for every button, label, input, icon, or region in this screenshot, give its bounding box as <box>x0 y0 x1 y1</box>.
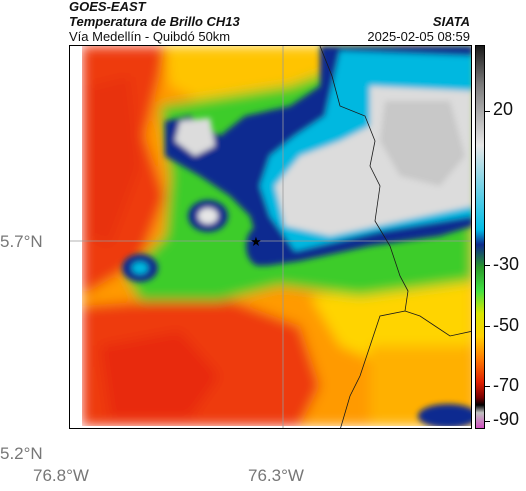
cell-north <box>258 109 302 133</box>
colorbar-tick-label: -90 <box>493 409 520 429</box>
boundary-line-east <box>404 310 471 337</box>
red-core-west <box>90 76 140 246</box>
colorbar-tickmark <box>485 326 490 327</box>
colorbar-tickmark <box>485 421 490 422</box>
satellite-map: ★ <box>69 45 472 429</box>
colorbar-tick-label: -70 <box>493 375 520 395</box>
colorbar-tick-label: -50 <box>493 315 520 335</box>
colorbar <box>475 45 485 429</box>
colorbar-tickmark <box>485 111 490 112</box>
cell-center-outer <box>246 226 274 266</box>
lon-label-right: 76.3°W <box>248 466 304 485</box>
left-strip <box>70 46 82 428</box>
brand-label: SIATA <box>432 14 470 29</box>
colorbar-tickmark <box>485 386 490 387</box>
cell-west-inner <box>198 208 218 224</box>
cell-southeast <box>418 404 471 428</box>
lat-label-top: 5.7°N <box>0 232 43 251</box>
bottom-strip <box>70 426 471 428</box>
star-icon: ★ <box>250 235 262 250</box>
lat-label-bottom: 5.2°N <box>0 444 43 463</box>
red-core-south <box>100 331 220 418</box>
map-canvas: ★ <box>70 46 471 428</box>
datetime-label: 2025-02-05 08:59 <box>367 29 470 44</box>
boundary-line-main <box>319 46 409 428</box>
lon-label-left: 76.8°W <box>33 466 89 485</box>
region-label: Vía Medellín - Quibdó 50km <box>69 29 231 44</box>
colorbar-tick-label: 20 <box>493 99 514 119</box>
satellite-label: GOES-EAST <box>69 0 146 14</box>
cell-southwest-inner <box>132 262 148 274</box>
product-title: Temperatura de Brillo CH13 <box>69 14 240 29</box>
cold-tops-core <box>380 101 465 186</box>
colorbar-tick-label: -30 <box>493 254 520 274</box>
colorbar-tickmark <box>485 265 490 266</box>
cold-tops-west <box>175 118 215 156</box>
